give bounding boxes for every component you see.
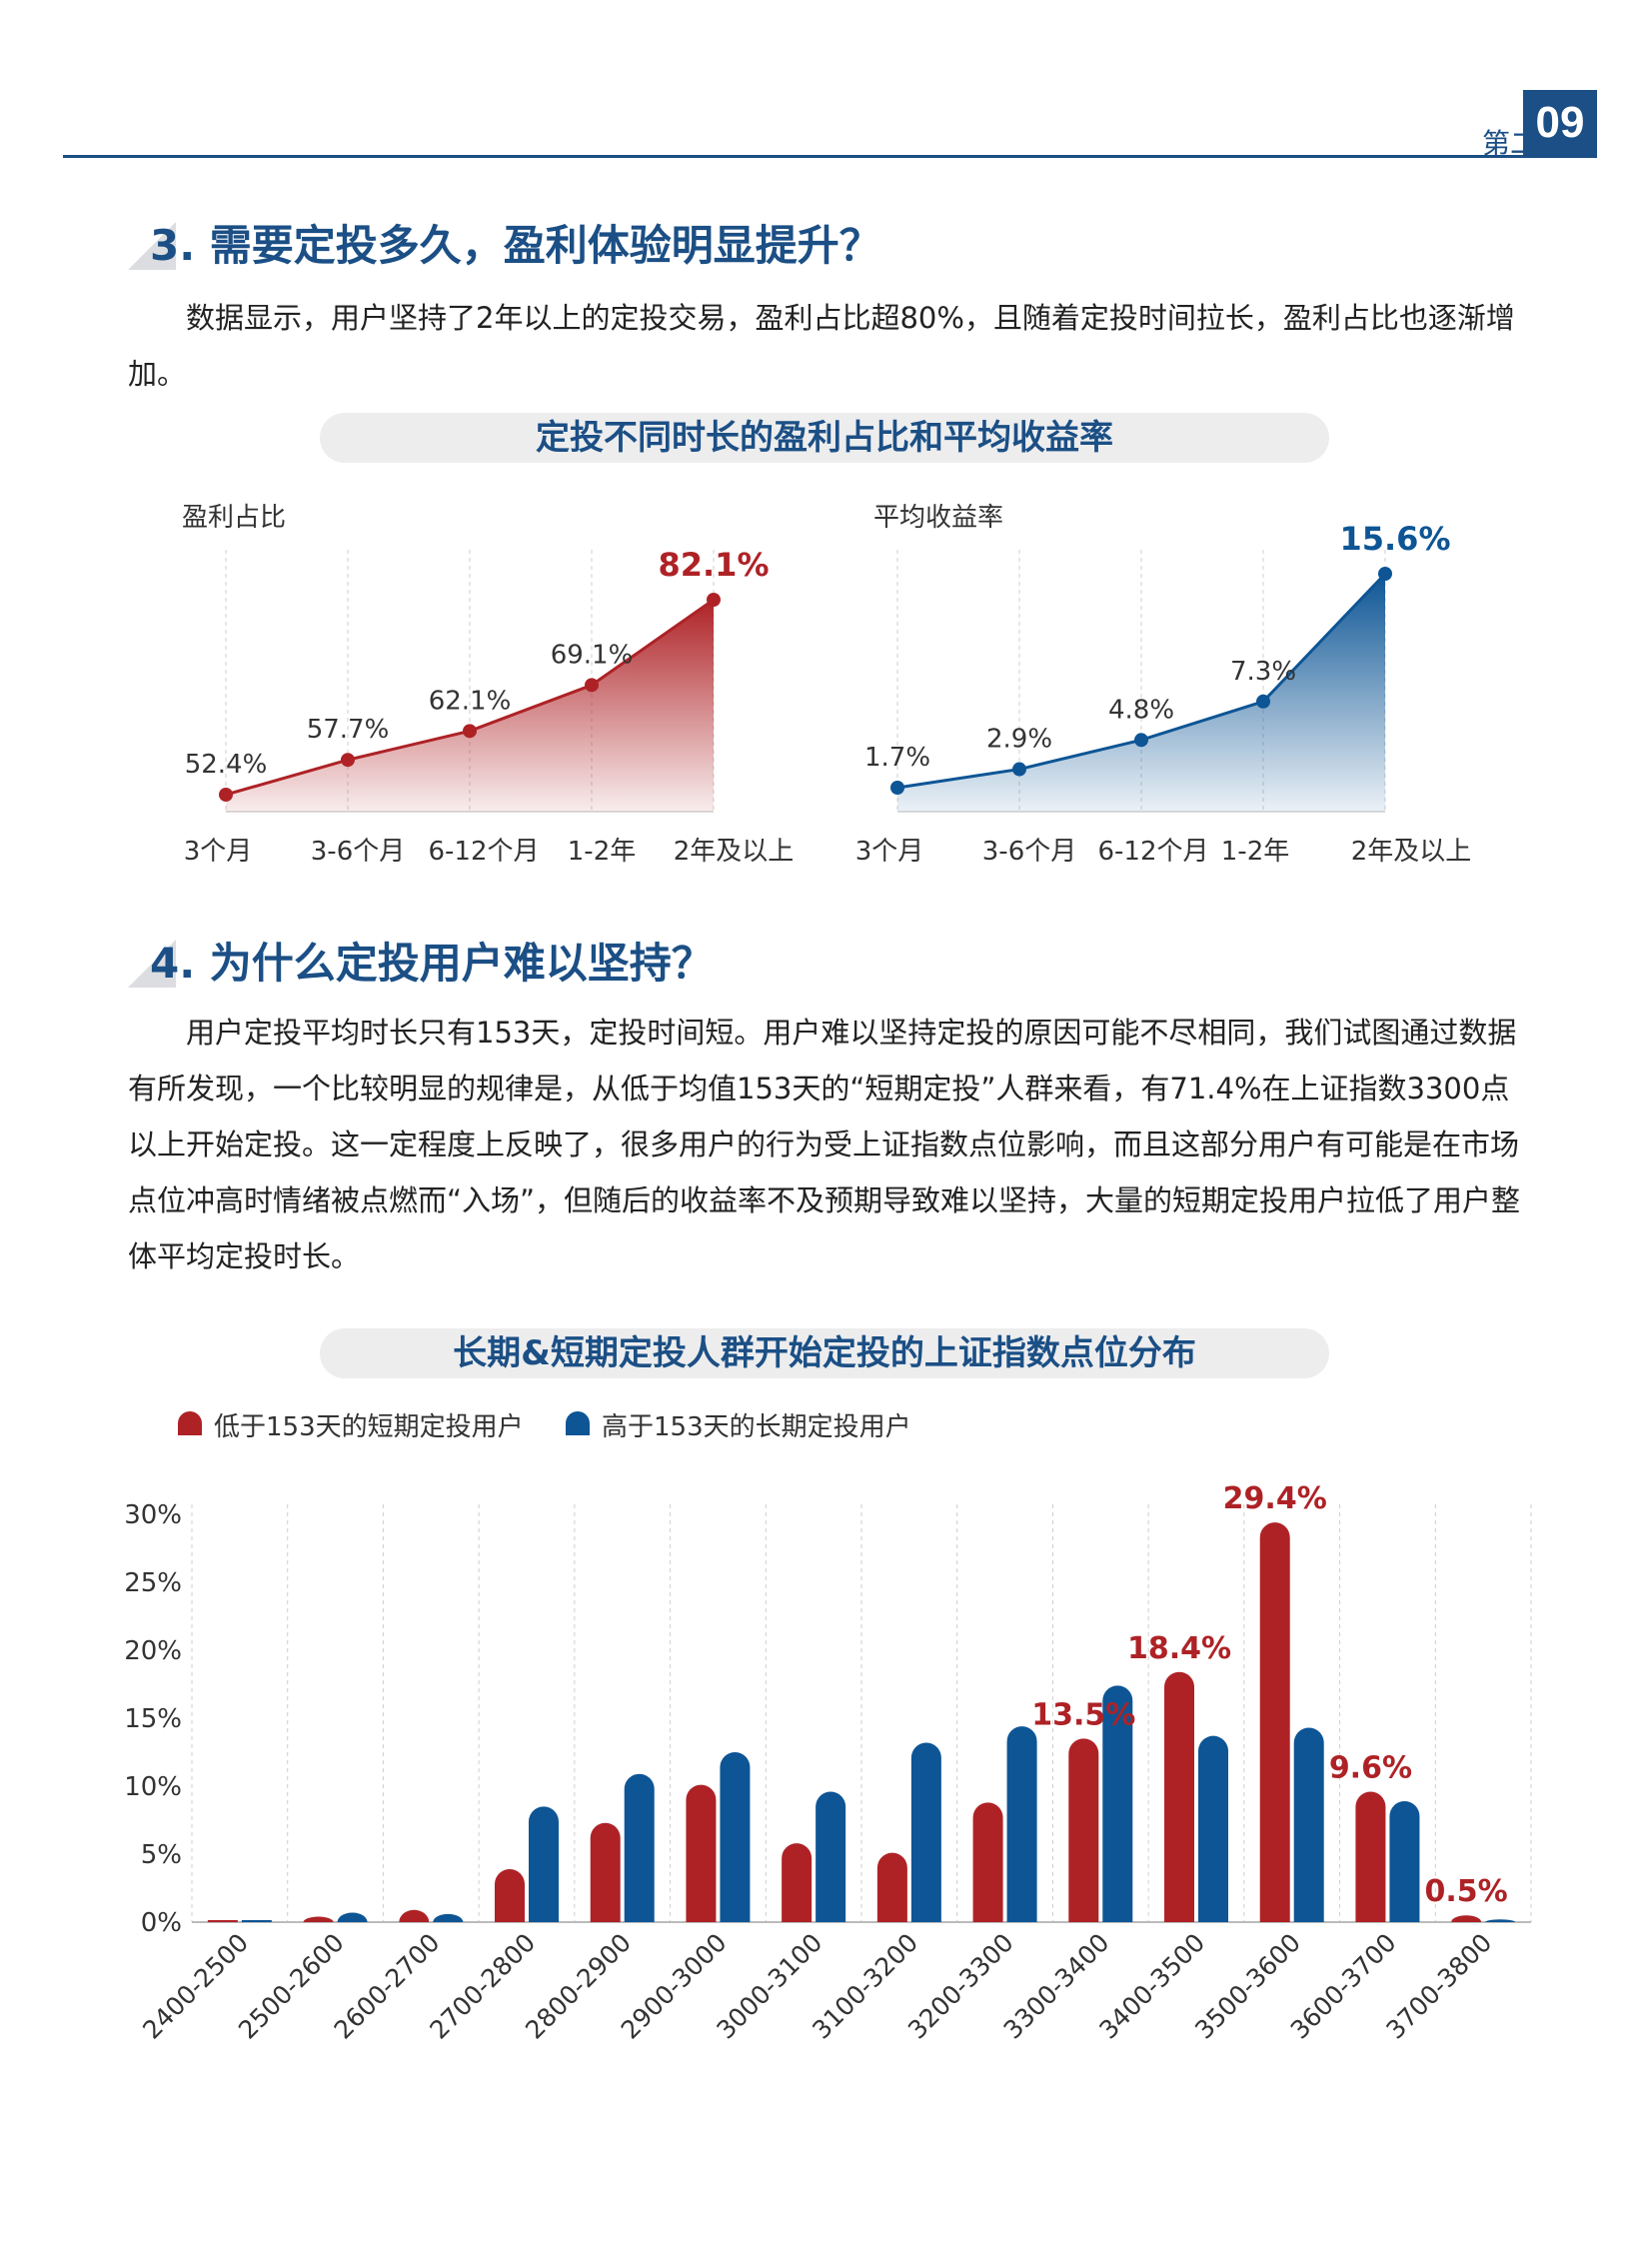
data-label: 7.3% (1230, 657, 1296, 687)
data-label: 29.4% (1223, 1481, 1327, 1516)
x-tick-label: 2年及以上 (674, 837, 795, 867)
bar (303, 1916, 334, 1922)
y-tick-label: 0% (141, 1908, 182, 1938)
y-tick-label: 10% (124, 1772, 182, 1802)
data-point (219, 788, 233, 802)
bar (1102, 1685, 1133, 1922)
bar (972, 1802, 1003, 1922)
bar (495, 1868, 525, 1922)
bar (1389, 1800, 1420, 1922)
x-tick-label: 3-6个月 (982, 837, 1076, 867)
y-tick-label: 20% (124, 1636, 182, 1666)
page-number: 09 (1523, 90, 1597, 156)
bar (1293, 1727, 1324, 1922)
bar (399, 1909, 430, 1922)
bar (433, 1913, 464, 1922)
legend-label: 高于153天的长期定投用户 (602, 1412, 911, 1442)
x-tick-label: 6-12个月 (1097, 837, 1208, 867)
bar (1068, 1738, 1099, 1922)
bar (1259, 1522, 1290, 1922)
area-fill (897, 574, 1385, 812)
data-point (463, 724, 477, 739)
bar (207, 1920, 238, 1922)
bar (590, 1822, 621, 1922)
data-label: 62.1% (429, 686, 512, 716)
data-label: 52.4% (185, 750, 268, 780)
data-label: 4.8% (1108, 695, 1174, 725)
section-marker-icon (128, 940, 176, 988)
bar (876, 1852, 907, 1922)
data-point (1134, 733, 1148, 748)
bar (1355, 1791, 1386, 1922)
data-point (890, 781, 904, 795)
data-label: 15.6% (1339, 520, 1450, 558)
bar (1451, 1915, 1482, 1922)
data-label: 1.7% (864, 743, 930, 773)
bar (337, 1912, 368, 1922)
y-axis-label: 盈利占比 (182, 503, 286, 533)
y-tick-label: 25% (124, 1568, 182, 1598)
bar (624, 1773, 655, 1922)
data-point (707, 593, 721, 607)
bar (529, 1806, 559, 1922)
section4-paragraph: 用户定投平均时长只有153天，定投时间短。用户难以坚持定投的原因可能不尽相同，我… (128, 1016, 1521, 1273)
data-label: 13.5% (1031, 1697, 1135, 1732)
x-tick-label: 3-6个月 (311, 837, 405, 867)
header-rule (63, 155, 1597, 158)
bar (241, 1920, 272, 1922)
data-label: 2.9% (986, 725, 1052, 755)
bar (686, 1784, 717, 1922)
data-label: 82.1% (658, 546, 769, 584)
bar (1485, 1919, 1516, 1922)
section4-title: 4. 为什么定投用户难以坚持？ (150, 939, 714, 988)
bar (1164, 1671, 1194, 1922)
chart2-title: 长期&短期定投人群开始定投的上证指数点位分布 (320, 1328, 1329, 1378)
x-tick-label: 3个月 (855, 837, 924, 867)
data-label: 57.7% (307, 715, 390, 745)
bar (1006, 1726, 1037, 1922)
x-tick-label: 1-2年 (568, 837, 636, 867)
area-fill (226, 600, 714, 812)
data-label: 9.6% (1329, 1750, 1412, 1785)
bar (1198, 1735, 1228, 1922)
data-point (1256, 694, 1270, 709)
x-tick-label: 1-2年 (1221, 837, 1289, 867)
data-point (585, 678, 599, 693)
bar (910, 1742, 941, 1922)
section3-title: 3. 需要定投多久，盈利体验明显提升？ (150, 221, 881, 270)
index-level-distribution-chart: 低于153天的短期定投用户 高于153天的长期定投用户 0% 5% 10% 15% 20% 2… (124, 1411, 1532, 2045)
bar (816, 1791, 846, 1922)
x-tick-label: 3个月 (184, 837, 253, 867)
x-tick-label: 2年及以上 (1351, 837, 1472, 867)
average-return-chart: 平均收益率 1.7% 2.9% 4.8% 7.3% 15.6% 3个月 3-6个月 6-12个月… (855, 503, 1472, 867)
chart1-title: 定投不同时长的盈利占比和平均收益率 (320, 413, 1329, 463)
y-axis-label: 平均收益率 (873, 503, 1003, 533)
data-label: 69.1% (551, 640, 634, 670)
data-point (341, 753, 355, 768)
legend-label: 低于153天的短期定投用户 (214, 1412, 524, 1442)
data-point (1012, 762, 1026, 777)
data-label: 0.5% (1425, 1874, 1508, 1909)
data-label: 18.4% (1127, 1631, 1231, 1666)
bar (720, 1752, 751, 1922)
data-point (1378, 567, 1392, 581)
legend-swatch (566, 1411, 590, 1435)
y-tick-label: 15% (124, 1704, 182, 1734)
y-tick-label: 5% (141, 1840, 182, 1870)
profit-ratio-chart: 盈利占比 52.4% 57.7% 62.1% 69.1% 82.1% 3个月 3-6个月 6-1… (182, 503, 795, 867)
section3-paragraph: 数据显示，用户坚持了2年以上的定投交易，盈利占比超80%，且随着定投时间拉长，盈… (128, 301, 1515, 391)
section-marker-icon (128, 222, 176, 270)
legend-swatch (178, 1411, 202, 1435)
x-tick-label: 6-12个月 (428, 837, 539, 867)
y-tick-label: 30% (124, 1500, 182, 1530)
bar (782, 1843, 813, 1922)
